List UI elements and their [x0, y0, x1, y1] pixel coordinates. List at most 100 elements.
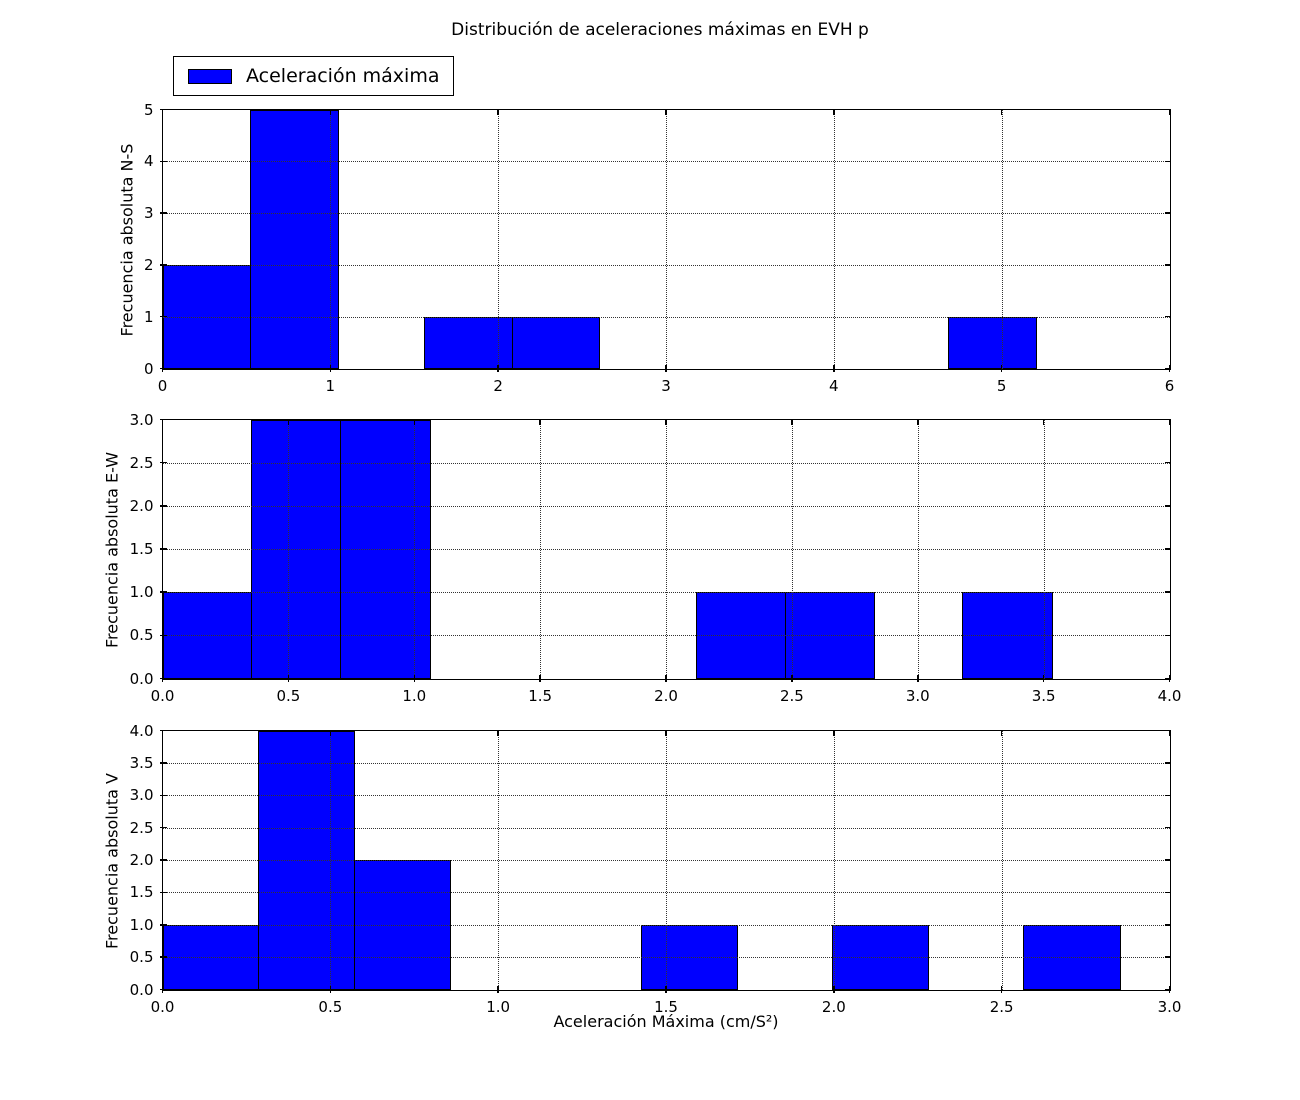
- y-tick-mark-right: [1164, 264, 1170, 266]
- y-tick-mark: [159, 108, 167, 111]
- x-tick-mark-top: [1042, 419, 1045, 425]
- x-tick-mark: [665, 364, 667, 372]
- x-tick-mark-top: [161, 419, 164, 425]
- gridline-horizontal: [162, 213, 1170, 215]
- x-tick-label: 3.0: [905, 686, 930, 705]
- axes-v: 0.0 0.5 1.0 1.5 2.0 2.5 3.0 0.0 0.5 1.0 1.5 2.0 2.5 3…: [130, 722, 1182, 1016]
- x-tick-label: 4.0: [1157, 686, 1182, 705]
- y-tick-label: 4.0: [129, 721, 154, 740]
- x-tick-mark: [539, 674, 541, 682]
- ylabel-ns: Frecuencia absoluta N-S: [117, 143, 137, 336]
- ylabel-ew: Frecuencia absoluta E-W: [102, 451, 122, 648]
- y-tick-label: 1: [143, 307, 154, 326]
- x-tick-label: 0.5: [318, 997, 343, 1016]
- x-tick-mark: [917, 674, 919, 682]
- legend-label: Aceleración máxima: [246, 65, 440, 87]
- x-tick-mark-top: [917, 419, 919, 425]
- y-tick-mark: [159, 418, 167, 421]
- y-tick-mark-right: [1164, 591, 1170, 593]
- y-tick-mark-right: [1164, 212, 1170, 214]
- x-tick-label: 0.0: [150, 686, 175, 705]
- histogram-bar: [947, 316, 1037, 369]
- y-tick-label: 1.5: [129, 883, 154, 902]
- y-tick-mark: [159, 634, 167, 637]
- x-tick-mark: [497, 364, 499, 372]
- gridline-horizontal: [162, 762, 1170, 764]
- y-tick-mark-right: [1164, 826, 1170, 829]
- y-tick-label: 3.0: [129, 786, 154, 805]
- y-tick-mark-right: [1164, 794, 1170, 796]
- x-tick-mark: [1168, 985, 1171, 993]
- x-tick-mark: [329, 985, 332, 993]
- x-tick-mark-top: [161, 730, 164, 736]
- gridline-horizontal: [162, 924, 1170, 926]
- y-tick-mark-right: [1164, 315, 1170, 318]
- axes-ns: 0 1 2 3 4 5 6 0 1 2 3 4 5: [144, 101, 1174, 395]
- y-tick-label: 2.0: [129, 496, 154, 515]
- y-tick-mark-right: [1164, 677, 1170, 680]
- x-tick-mark-top: [497, 730, 499, 736]
- y-tick-label: 3: [143, 204, 154, 223]
- gridline-vertical: [1001, 109, 1003, 369]
- x-tick-mark-top: [791, 419, 793, 425]
- y-tick-label: 3.5: [129, 753, 154, 772]
- x-tick-label: 2.0: [654, 686, 678, 705]
- gridline-horizontal: [162, 316, 1170, 318]
- y-tick-label: 3.0: [129, 410, 154, 429]
- x-tick-label: 0: [157, 376, 168, 395]
- y-tick-label: 0.0: [129, 669, 154, 688]
- y-tick-mark: [159, 160, 167, 163]
- y-tick-mark: [159, 212, 167, 214]
- x-tick-mark: [791, 674, 793, 682]
- gridline-horizontal: [162, 957, 1170, 959]
- y-tick-mark-right: [1164, 367, 1170, 370]
- y-tick-mark-right: [1164, 729, 1170, 732]
- x-tick-label: 1.5: [528, 686, 553, 705]
- x-tick-mark-top: [329, 730, 332, 736]
- x-tick-label: 2.5: [989, 997, 1014, 1016]
- y-tick-mark-right: [1164, 505, 1170, 507]
- y-tick-mark-right: [1164, 634, 1170, 637]
- y-tick-mark-right: [1164, 548, 1170, 550]
- x-tick-label: 2.0: [821, 997, 846, 1016]
- gridline-horizontal: [162, 161, 1170, 163]
- y-tick-mark-right: [1164, 956, 1170, 958]
- y-tick-mark: [159, 677, 167, 680]
- histogram-bar: [249, 109, 339, 369]
- y-tick-mark: [159, 924, 167, 926]
- y-tick-mark: [159, 891, 167, 894]
- y-tick-label: 0: [143, 359, 154, 378]
- y-tick-mark: [159, 591, 167, 593]
- y-tick-label: 4: [143, 152, 154, 171]
- x-tick-mark: [1000, 985, 1003, 993]
- gridline-vertical: [666, 109, 667, 369]
- legend-swatch-icon: [188, 68, 232, 84]
- gridline-horizontal: [162, 462, 1170, 464]
- gridline-horizontal: [162, 264, 1170, 266]
- y-tick-mark: [159, 505, 167, 507]
- x-tick-mark-top: [1168, 419, 1171, 425]
- y-tick-mark-right: [1164, 924, 1170, 926]
- x-tick-label: 0.0: [150, 997, 175, 1016]
- x-tick-mark: [287, 674, 290, 682]
- x-tick-label: 3.5: [1031, 686, 1056, 705]
- y-tick-mark: [159, 548, 167, 550]
- gridline-vertical: [498, 109, 500, 369]
- y-tick-mark: [159, 956, 167, 958]
- y-tick-mark: [159, 367, 167, 370]
- y-tick-mark-right: [1164, 160, 1170, 163]
- gridline-horizontal: [162, 892, 1170, 894]
- x-tick-mark-top: [161, 109, 164, 115]
- chart-title: Distribución de aceleraciones máximas en…: [451, 20, 869, 40]
- y-tick-label: 2: [143, 255, 154, 274]
- legend: Aceleración máxima: [173, 56, 455, 96]
- histogram-bar: [424, 316, 514, 369]
- y-tick-mark-right: [1164, 418, 1170, 421]
- y-tick-mark: [159, 794, 167, 796]
- y-tick-label: 0.5: [129, 626, 154, 645]
- y-tick-mark: [159, 315, 167, 318]
- y-tick-mark-right: [1164, 988, 1170, 991]
- x-tick-mark: [329, 364, 332, 372]
- x-tick-mark-top: [1168, 109, 1171, 115]
- x-tick-mark: [497, 985, 499, 993]
